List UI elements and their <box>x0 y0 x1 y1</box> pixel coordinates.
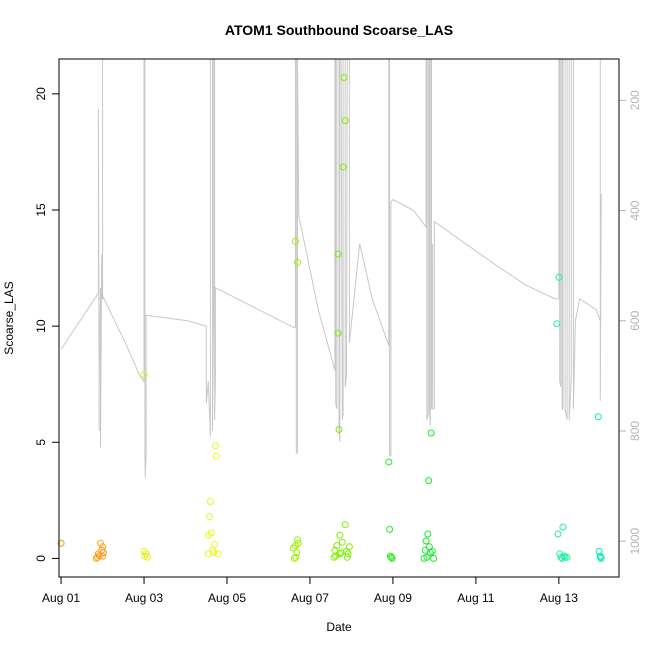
data-point <box>430 554 438 562</box>
data-point <box>427 429 435 437</box>
data-point <box>294 258 301 266</box>
data-point <box>555 273 563 281</box>
data-point <box>204 550 212 558</box>
data-point <box>207 529 215 537</box>
x-tick-label: Aug 01 <box>42 591 80 605</box>
chart-title: ATOM1 Southbound Scoarse_LAS <box>225 22 453 38</box>
data-point <box>554 530 562 538</box>
y-tick-label: 15 <box>34 203 48 217</box>
data-point <box>206 498 214 505</box>
right-tick-label: 400 <box>628 200 642 220</box>
data-point <box>214 550 222 558</box>
data-point <box>291 237 299 245</box>
data-point <box>92 554 100 562</box>
data-point <box>335 426 343 433</box>
data-point <box>387 553 395 561</box>
data-point <box>94 553 102 561</box>
gray-line-series <box>60 58 602 478</box>
right-tick-label: 800 <box>628 421 642 441</box>
series-line <box>60 58 602 478</box>
data-point <box>340 74 348 82</box>
data-point <box>594 413 602 421</box>
data-point <box>424 530 432 538</box>
y-tick-label: 20 <box>34 87 48 101</box>
data-point <box>294 539 302 547</box>
data-point <box>57 539 65 547</box>
data-point <box>343 553 351 561</box>
x-tick-label: Aug 03 <box>125 591 163 605</box>
data-point <box>560 552 568 560</box>
data-point <box>341 117 349 125</box>
data-point <box>213 452 221 460</box>
data-point <box>211 541 219 548</box>
x-tick-label: Aug 07 <box>291 591 329 605</box>
data-point <box>140 371 148 379</box>
data-point <box>428 547 436 555</box>
data-point <box>334 329 342 337</box>
data-point <box>338 538 346 546</box>
data-point <box>420 554 428 562</box>
x-tick-label: Aug 05 <box>208 591 246 605</box>
y-axis-label: Scoarse_LAS <box>2 281 16 354</box>
x-tick-label: Aug 13 <box>540 591 578 605</box>
data-point <box>385 458 393 466</box>
plot-frame <box>58 58 620 578</box>
y-tick-label: 0 <box>34 555 48 562</box>
data-point <box>143 553 151 561</box>
data-point <box>561 553 569 561</box>
data-point <box>344 550 352 558</box>
data-point <box>422 537 430 545</box>
data-point <box>332 552 340 560</box>
data-point <box>339 163 347 171</box>
scatter-points <box>57 74 605 562</box>
data-point <box>97 539 104 547</box>
data-point <box>99 549 107 557</box>
data-point <box>386 525 394 533</box>
data-point <box>292 553 300 561</box>
x-tick-label: Aug 09 <box>374 591 412 605</box>
data-point <box>336 531 344 539</box>
data-point <box>596 552 604 560</box>
data-point <box>334 250 342 258</box>
right-tick-label: 1000 <box>628 528 642 555</box>
data-point <box>293 549 301 557</box>
data-point <box>333 542 341 550</box>
x-tick-label: Aug 11 <box>457 591 494 605</box>
data-point <box>206 513 214 521</box>
x-axis-label: Date <box>326 620 352 634</box>
right-tick-label: 600 <box>628 310 642 330</box>
data-point <box>559 523 567 531</box>
data-point <box>294 536 301 544</box>
data-point <box>563 553 571 561</box>
data-point <box>345 543 353 551</box>
data-point <box>341 521 349 529</box>
data-point <box>330 553 338 561</box>
data-point <box>425 477 433 485</box>
y-tick-label: 5 <box>34 439 48 446</box>
axes: Aug 01 Aug 03 Aug 05 Aug 07 Aug 09 Aug 11 Aug … <box>34 87 642 605</box>
data-point <box>553 320 561 328</box>
data-point <box>336 550 344 558</box>
data-point <box>290 554 298 562</box>
data-point <box>99 552 107 560</box>
data-point <box>211 442 219 450</box>
y-tick-label: 10 <box>34 319 48 333</box>
data-point <box>388 554 396 562</box>
data-point <box>142 550 150 558</box>
right-tick-label: 200 <box>628 90 642 110</box>
